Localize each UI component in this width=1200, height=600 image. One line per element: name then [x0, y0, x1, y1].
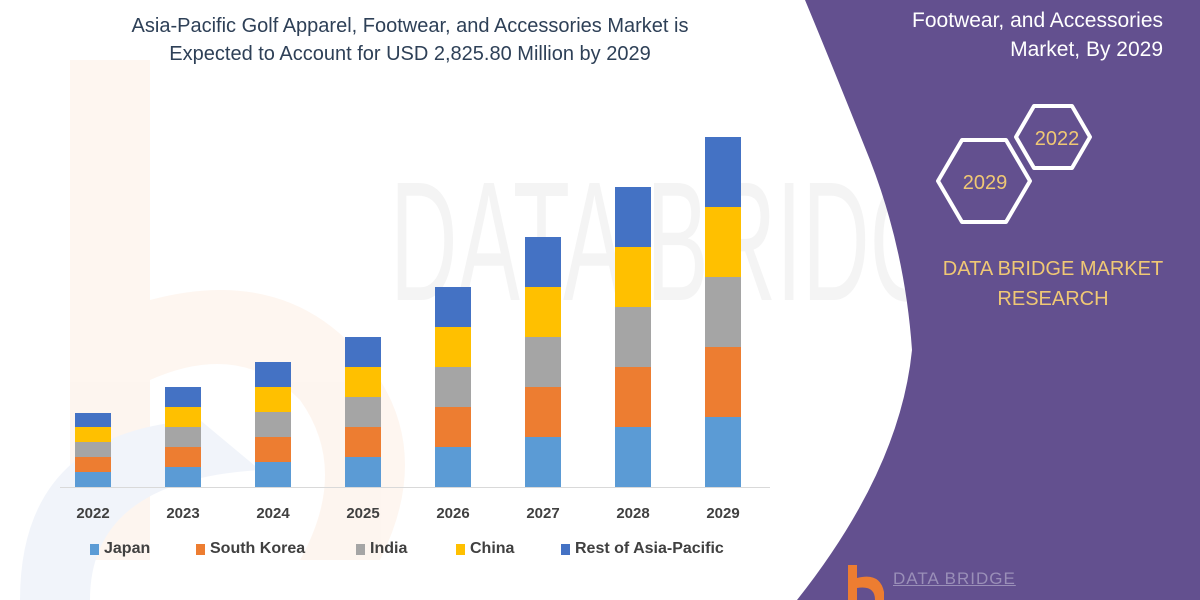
legend-label: Rest of Asia-Pacific: [575, 540, 724, 557]
bar-segment-2022-rest-of-asia-pacific: [75, 413, 111, 427]
bar-segment-2026-south-korea: [435, 407, 471, 447]
bar-segment-2026-india: [435, 367, 471, 407]
bar-segment-2024-rest-of-asia-pacific: [255, 362, 291, 387]
x-tick-label: 2025: [346, 505, 379, 522]
bar-segment-2027-rest-of-asia-pacific: [525, 237, 561, 287]
bar-segment-2026-japan: [435, 447, 471, 487]
bar-segment-2027-china: [525, 287, 561, 337]
x-tick-label: 2024: [256, 505, 290, 522]
bar-segment-2023-south-korea: [165, 447, 201, 467]
bar-segment-2029-china: [705, 207, 741, 277]
bar-segment-2025-china: [345, 367, 381, 397]
legend-item: India: [356, 540, 407, 558]
brand-name: DATA BRIDGE MARKET RESEARCH: [920, 254, 1186, 314]
bar-segment-2024-china: [255, 387, 291, 412]
bar-segment-2022-china: [75, 427, 111, 442]
legend-label: South Korea: [210, 540, 306, 557]
legend-label: Japan: [104, 540, 151, 557]
bar-segment-2024-south-korea: [255, 437, 291, 462]
bar-segment-2028-japan: [615, 427, 651, 487]
bar-segment-2029-japan: [705, 417, 741, 487]
bar-segment-2024-japan: [255, 462, 291, 487]
brand-line-1: DATA BRIDGE MARKET: [942, 258, 1164, 280]
bar-segment-2024-india: [255, 412, 291, 437]
bar-segment-2027-japan: [525, 437, 561, 487]
bar-segment-2023-rest-of-asia-pacific: [165, 387, 201, 407]
bar-segment-2028-india: [615, 307, 651, 367]
bar-segment-2025-rest-of-asia-pacific: [345, 337, 381, 367]
stacked-bar-chart: 2022 2023 2024 2025 2026 2027 2028 2029: [60, 137, 770, 522]
hexagon-2029: 2029: [936, 138, 1032, 224]
bar-segment-2023-japan: [165, 467, 201, 487]
x-tick-label: 2028: [616, 505, 649, 522]
title-line-1: Asia-Pacific Golf Apparel, Footwear, and…: [131, 15, 689, 37]
legend-item: Rest of Asia-Pacific: [561, 540, 724, 558]
bar-segment-2028-china: [615, 247, 651, 307]
legend-swatch: [196, 543, 205, 555]
legend-swatch: [90, 543, 99, 555]
bar-segment-2025-south-korea: [345, 427, 381, 457]
logo-text: DATA BRIDGE: [893, 569, 1016, 588]
bar-segment-2029-rest-of-asia-pacific: [705, 137, 741, 207]
legend-label: India: [370, 540, 408, 557]
panel-title-line-1: Footwear, and Accessories: [912, 9, 1163, 32]
legend-item: South Korea: [196, 540, 305, 558]
bar-segment-2023-india: [165, 427, 201, 447]
panel-title-line-2: Market, By 2029: [1010, 38, 1163, 61]
legend-item: China: [456, 540, 514, 558]
legend-label: China: [470, 540, 515, 557]
legend-item: Japan: [90, 540, 150, 558]
legend-swatch: [356, 543, 365, 555]
hex-year-2029: 2029: [963, 172, 1008, 194]
bar-segment-2027-south-korea: [525, 387, 561, 437]
bar-segment-2027-india: [525, 337, 561, 387]
x-tick-label: 2027: [526, 505, 559, 522]
x-tick-label: 2029: [706, 505, 739, 522]
hex-year-2022: 2022: [1035, 128, 1080, 150]
bar-segment-2028-rest-of-asia-pacific: [615, 187, 651, 247]
bar-segment-2029-south-korea: [705, 347, 741, 417]
bar-segment-2025-india: [345, 397, 381, 427]
legend-swatch: [561, 543, 570, 555]
x-tick-label: 2022: [76, 505, 109, 522]
bar-segment-2026-rest-of-asia-pacific: [435, 287, 471, 327]
chart-title: Asia-Pacific Golf Apparel, Footwear, and…: [60, 12, 760, 68]
bar-segment-2022-japan: [75, 472, 111, 487]
bottom-logo-icon: [848, 565, 884, 600]
panel-title: Footwear, and Accessories Market, By 202…: [912, 6, 1163, 64]
bar-segment-2023-china: [165, 407, 201, 427]
legend-swatch: [456, 543, 465, 555]
bar-segment-2022-south-korea: [75, 457, 111, 472]
brand-line-2: RESEARCH: [997, 288, 1109, 310]
x-tick-label: 2026: [436, 505, 469, 522]
bar-segment-2029-india: [705, 277, 741, 347]
bars-group: [75, 137, 741, 487]
bar-segment-2026-china: [435, 327, 471, 367]
x-tick-labels: 2022 2023 2024 2025 2026 2027 2028 2029: [76, 505, 739, 522]
x-tick-label: 2023: [166, 505, 199, 522]
bar-segment-2022-india: [75, 442, 111, 457]
hexagon-2022: 2022: [1014, 104, 1092, 170]
right-panel: [797, 0, 1200, 600]
title-line-2: Expected to Account for USD 2,825.80 Mil…: [169, 43, 651, 65]
bar-segment-2025-japan: [345, 457, 381, 487]
bar-segment-2028-south-korea: [615, 367, 651, 427]
